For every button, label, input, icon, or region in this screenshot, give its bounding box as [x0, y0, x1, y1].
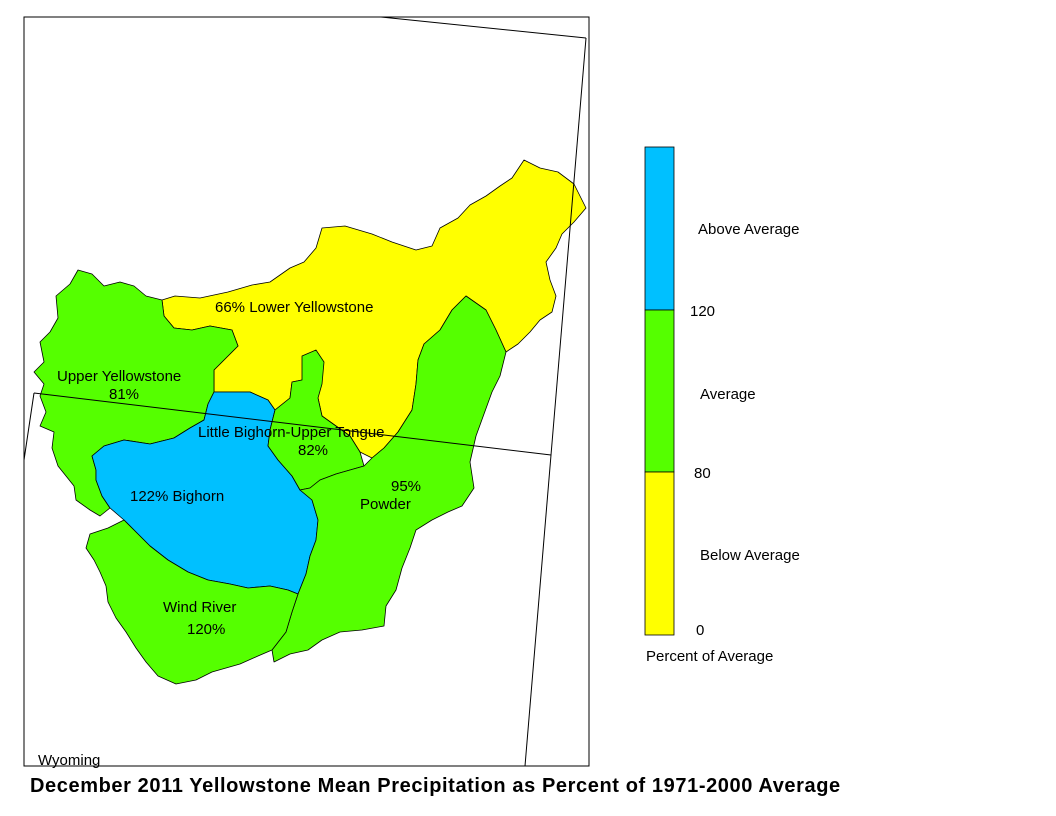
- map-title: December 2011 Yellowstone Mean Precipita…: [30, 775, 841, 797]
- map-edge-line-southeast: [524, 454, 552, 767]
- label-powder: Powder: [360, 496, 411, 513]
- map-edge-line-east: [550, 37, 587, 456]
- value-powder: 95%: [391, 478, 421, 495]
- label-wind-river: Wind River: [163, 599, 236, 616]
- label-little-bighorn-upper-tongue: Little Bighorn-Upper Tongue: [198, 424, 385, 441]
- value-wind-river: 120%: [187, 621, 225, 638]
- state-boundary-line-west: [23, 392, 35, 461]
- label-upper-yellowstone: Upper Yellowstone: [57, 368, 181, 385]
- legend-label-above: Above Average: [698, 221, 800, 238]
- map-edge-line-top: [380, 16, 587, 39]
- basin-little-bighorn-upper-tongue[interactable]: [267, 349, 365, 491]
- legend-label-below: Below Average: [700, 547, 800, 564]
- legend-title: Percent of Average: [646, 648, 774, 665]
- legend-swatch-average: [644, 309, 675, 473]
- legend-swatch-below: [644, 471, 675, 636]
- basin-wind-river[interactable]: [85, 519, 299, 685]
- state-boundary-line: [33, 392, 552, 456]
- label-bighorn: 122% Bighorn: [130, 488, 224, 505]
- value-upper-yellowstone: 81%: [109, 386, 139, 403]
- label-state-wyoming: Wyoming: [38, 752, 100, 769]
- label-lower-yellowstone: 66% Lower Yellowstone: [215, 299, 373, 316]
- legend-break-120: 120: [690, 303, 716, 320]
- legend-label-average: Average: [700, 386, 756, 403]
- legend-break-80: 80: [694, 465, 711, 482]
- legend-swatch-above: [644, 146, 675, 311]
- legend-break-0: 0: [696, 622, 705, 639]
- value-little-bighorn-upper-tongue: 82%: [298, 442, 328, 459]
